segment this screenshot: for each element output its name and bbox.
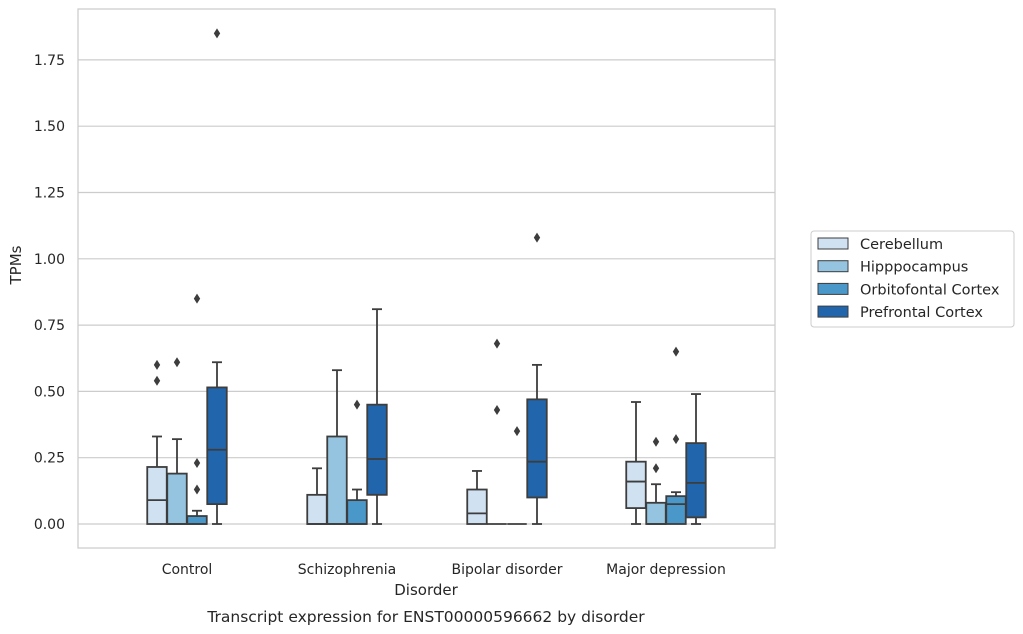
- box: [306, 467, 328, 525]
- legend: Cerebellum Hipppocampus Orbitofontal Corte…: [810, 230, 1015, 328]
- x-tick-label: Bipolar disorder: [451, 562, 562, 578]
- outlier-point: [213, 28, 221, 39]
- box: [326, 369, 348, 525]
- box: [346, 399, 368, 525]
- outlier-point: [153, 375, 161, 386]
- plot-area-frame: [77, 8, 776, 549]
- box-iqr: [466, 488, 488, 525]
- legend-swatch: [817, 237, 849, 250]
- box-iqr: [186, 515, 208, 525]
- legend-label: Cerebellum: [860, 237, 943, 253]
- outlier-point: [652, 436, 660, 447]
- outlier-point: [193, 484, 201, 495]
- gridlines: [78, 59, 775, 525]
- x-axis-label: Disorder: [394, 581, 458, 599]
- y-tick-label: 0.50: [34, 384, 65, 400]
- box-iqr: [326, 435, 348, 525]
- box: [487, 338, 507, 525]
- outlier-point: [672, 434, 680, 445]
- y-tick-label: 1.00: [34, 252, 65, 268]
- box-iqr: [366, 403, 388, 496]
- box-iqr: [625, 460, 647, 509]
- box-iqr: [346, 499, 368, 525]
- y-tick-label: 1.75: [34, 53, 65, 69]
- box: [186, 293, 208, 525]
- box: [366, 308, 388, 525]
- legend-label: Orbitofontal Cortex: [860, 282, 1000, 298]
- legend-swatch: [817, 282, 849, 295]
- box: [507, 426, 527, 525]
- x-tick-label: Control: [162, 562, 213, 578]
- y-tick-label: 0.75: [34, 318, 65, 334]
- y-tick-label: 1.50: [34, 119, 65, 135]
- outlier-point: [493, 338, 501, 349]
- x-tick-label: Major depression: [606, 562, 726, 578]
- outlier-point: [513, 426, 521, 437]
- legend-swatch: [817, 305, 849, 318]
- box-iqr: [166, 472, 188, 525]
- outlier-point: [533, 232, 541, 243]
- legend-swatch: [817, 260, 849, 273]
- outlier-point: [353, 399, 361, 410]
- y-axis-ticks: 0.00 0.25 0.50 0.75 1.00 1.25 1.50 1.75: [34, 53, 65, 533]
- y-axis-label: TPMs: [7, 245, 25, 285]
- box: [645, 436, 667, 525]
- box: [685, 393, 707, 525]
- outlier-point: [173, 357, 181, 368]
- box: [625, 401, 647, 525]
- box-iqr: [665, 495, 687, 525]
- chart-caption: Transcript expression for ENST0000059666…: [206, 608, 645, 626]
- outlier-point: [652, 463, 660, 474]
- x-tick-label: Schizophrenia: [298, 562, 396, 578]
- legend-label: Hipppocampus: [860, 260, 968, 276]
- box-iqr: [146, 466, 168, 525]
- outlier-point: [193, 293, 201, 304]
- legend-label: Prefrontal Cortex: [860, 305, 983, 321]
- box-iqr: [306, 493, 328, 525]
- box-iqr: [526, 398, 548, 499]
- box-iqr: [645, 501, 667, 525]
- box: [665, 346, 687, 525]
- box-series-layer: [146, 28, 707, 525]
- box: [466, 470, 488, 525]
- outlier-point: [672, 346, 680, 357]
- outlier-point: [493, 404, 501, 415]
- box-iqr: [206, 386, 228, 506]
- outlier-point: [153, 359, 161, 370]
- y-tick-label: 0.00: [34, 517, 65, 533]
- box: [206, 28, 228, 525]
- box: [146, 359, 168, 525]
- box-iqr: [685, 442, 707, 519]
- y-tick-label: 0.25: [34, 451, 65, 467]
- series-hipppocampus: [166, 338, 667, 525]
- box: [166, 357, 188, 525]
- box: [526, 232, 548, 525]
- series-prefrontal-cortex: [206, 28, 707, 525]
- legend-frame: [810, 230, 1015, 328]
- x-axis-ticks: Control Schizophrenia Bipolar disorder Majo…: [162, 562, 726, 578]
- series-orbitofontal-cortex: [186, 293, 687, 525]
- outlier-point: [193, 458, 201, 469]
- y-tick-label: 1.25: [34, 186, 65, 202]
- series-cerebellum: [146, 359, 647, 525]
